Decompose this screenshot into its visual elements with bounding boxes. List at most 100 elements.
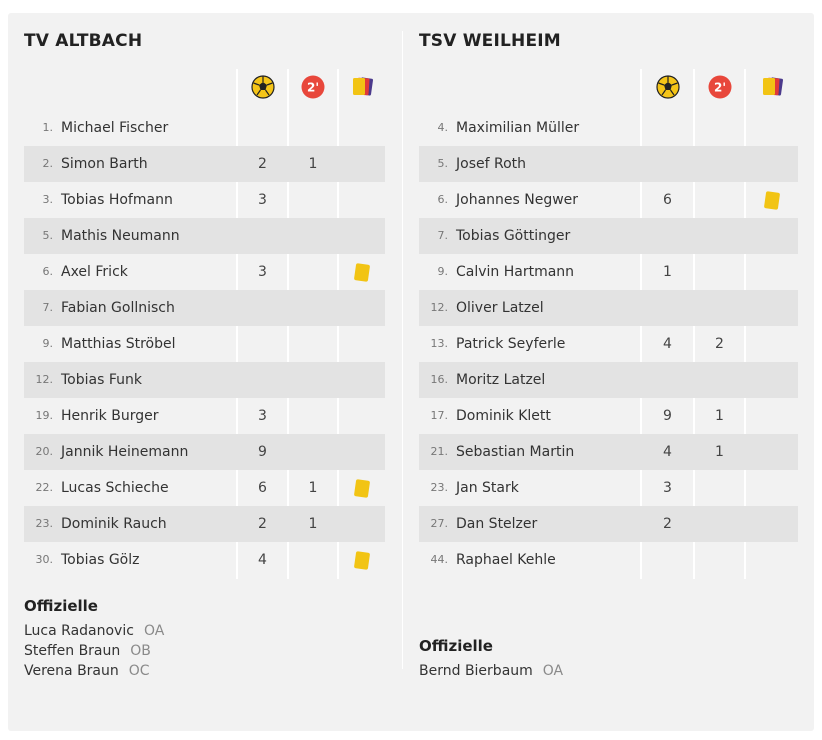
goals-value: 3 bbox=[663, 480, 672, 496]
player-number: 9. bbox=[42, 337, 54, 350]
player-name: Moritz Latzel bbox=[456, 372, 546, 388]
two-minute-value bbox=[289, 434, 337, 470]
player-name: Josef Roth bbox=[456, 156, 527, 172]
player-name: Tobias Funk bbox=[61, 372, 142, 388]
player-row: 6. Johannes Negwer 6 bbox=[419, 182, 798, 218]
two-minute-value bbox=[695, 470, 744, 506]
two-minute-value: 1 bbox=[308, 156, 318, 172]
official-entry: Verena Braun OC bbox=[24, 663, 150, 679]
player-row: 21. Sebastian Martin 4 1 bbox=[419, 434, 798, 470]
two-minute-value bbox=[695, 110, 744, 146]
player-row: 1. Michael Fischer bbox=[24, 110, 385, 146]
player-number: 5. bbox=[437, 157, 449, 170]
player-row: 5. Josef Roth bbox=[419, 146, 798, 182]
player-row: 16. Moritz Latzel bbox=[419, 362, 798, 398]
player-row: 7. Tobias Göttinger bbox=[419, 218, 798, 254]
officials-title: Offizielle bbox=[24, 597, 98, 615]
two-minute-value bbox=[289, 110, 337, 146]
player-number: 2. bbox=[42, 157, 54, 170]
two-minute-value: 1 bbox=[308, 516, 318, 532]
two-minute-value bbox=[695, 146, 744, 182]
player-row: 23. Dominik Rauch 2 1 bbox=[24, 506, 385, 542]
player-row: 12. Tobias Funk bbox=[24, 362, 385, 398]
player-number: 4. bbox=[437, 121, 449, 134]
team-divider bbox=[402, 31, 403, 669]
official-name: Bernd Bierbaum bbox=[419, 663, 533, 679]
two-minute-value: 1 bbox=[308, 480, 318, 496]
player-name: Dominik Klett bbox=[456, 408, 551, 424]
player-number: 23. bbox=[430, 481, 449, 494]
player-number: 17. bbox=[430, 409, 449, 422]
two-minute-value bbox=[289, 182, 337, 218]
player-number: 13. bbox=[430, 337, 449, 350]
player-row: 17. Dominik Klett 9 1 bbox=[419, 398, 798, 434]
lineup-panel: TV ALTBACH 2' 1. Michael Fischer 2. Simon Ba… bbox=[8, 13, 814, 731]
two-minute-value bbox=[695, 218, 744, 254]
goals-value bbox=[238, 290, 287, 326]
svg-text:2': 2' bbox=[307, 81, 319, 95]
official-name: Verena Braun bbox=[24, 663, 119, 679]
player-number: 6. bbox=[42, 265, 54, 278]
player-name: Raphael Kehle bbox=[456, 552, 556, 568]
two-minute-value bbox=[289, 398, 337, 434]
player-number: 21. bbox=[430, 445, 449, 458]
goals-value bbox=[642, 146, 693, 182]
two-minute-value bbox=[695, 182, 744, 218]
goals-value bbox=[238, 218, 287, 254]
player-name: Oliver Latzel bbox=[456, 300, 544, 316]
player-number: 7. bbox=[42, 301, 54, 314]
goals-value: 3 bbox=[258, 408, 267, 424]
player-name: Fabian Gollnisch bbox=[61, 300, 175, 316]
player-row: 30. Tobias Gölz 4 bbox=[24, 542, 385, 578]
yellow-card-icon bbox=[763, 191, 781, 210]
goals-value bbox=[642, 362, 693, 398]
player-name: Lucas Schieche bbox=[61, 480, 169, 496]
svg-text:2': 2' bbox=[713, 81, 725, 95]
player-row: 4. Maximilian Müller bbox=[419, 110, 798, 146]
player-name: Sebastian Martin bbox=[456, 444, 575, 460]
player-row: 3. Tobias Hofmann 3 bbox=[24, 182, 385, 218]
player-row: 13. Patrick Seyferle 4 2 bbox=[419, 326, 798, 362]
player-name: Tobias Gölz bbox=[61, 552, 140, 568]
player-number: 27. bbox=[430, 517, 449, 530]
two-minute-penalty-icon: 2' bbox=[301, 75, 325, 99]
player-row: 2. Simon Barth 2 1 bbox=[24, 146, 385, 182]
goals-value: 1 bbox=[663, 264, 672, 280]
player-name: Mathis Neumann bbox=[61, 228, 180, 244]
player-name: Simon Barth bbox=[61, 156, 148, 172]
player-row: 9. Matthias Ströbel bbox=[24, 326, 385, 362]
goals-value: 9 bbox=[663, 408, 672, 424]
goals-value: 9 bbox=[258, 444, 267, 460]
official-entry: Bernd Bierbaum OA bbox=[419, 663, 563, 679]
player-row: 27. Dan Stelzer 2 bbox=[419, 506, 798, 542]
player-number: 16. bbox=[430, 373, 449, 386]
official-entry: Steffen Braun OB bbox=[24, 643, 151, 659]
player-name: Michael Fischer bbox=[61, 120, 169, 136]
goals-value: 4 bbox=[258, 552, 267, 568]
player-name: Matthias Ströbel bbox=[61, 336, 176, 352]
player-name: Jan Stark bbox=[456, 480, 519, 496]
handball-icon bbox=[250, 75, 275, 99]
player-name: Calvin Hartmann bbox=[456, 264, 575, 280]
two-minute-value: 1 bbox=[715, 408, 724, 424]
goals-value: 3 bbox=[258, 192, 267, 208]
goals-value: 4 bbox=[663, 444, 672, 460]
player-row: 22. Lucas Schieche 6 1 bbox=[24, 470, 385, 506]
goals-value: 6 bbox=[258, 480, 267, 496]
player-name: Maximilian Müller bbox=[456, 120, 580, 136]
player-row: 5. Mathis Neumann bbox=[24, 218, 385, 254]
player-row: 20. Jannik Heinemann 9 bbox=[24, 434, 385, 470]
player-number: 22. bbox=[35, 481, 54, 494]
player-number: 20. bbox=[35, 445, 54, 458]
official-entry: Luca Radanovic OA bbox=[24, 623, 164, 639]
player-name: Axel Frick bbox=[61, 264, 128, 280]
two-minute-penalty-icon: 2' bbox=[708, 75, 731, 99]
goals-value bbox=[238, 326, 287, 362]
player-row: 6. Axel Frick 3 bbox=[24, 254, 385, 290]
player-name: Tobias Hofmann bbox=[61, 192, 173, 208]
player-row: 7. Fabian Gollnisch bbox=[24, 290, 385, 326]
two-minute-value bbox=[289, 218, 337, 254]
two-minute-value bbox=[695, 542, 744, 578]
yellow-card-icon bbox=[353, 263, 371, 282]
yellow-card-icon bbox=[353, 551, 371, 570]
